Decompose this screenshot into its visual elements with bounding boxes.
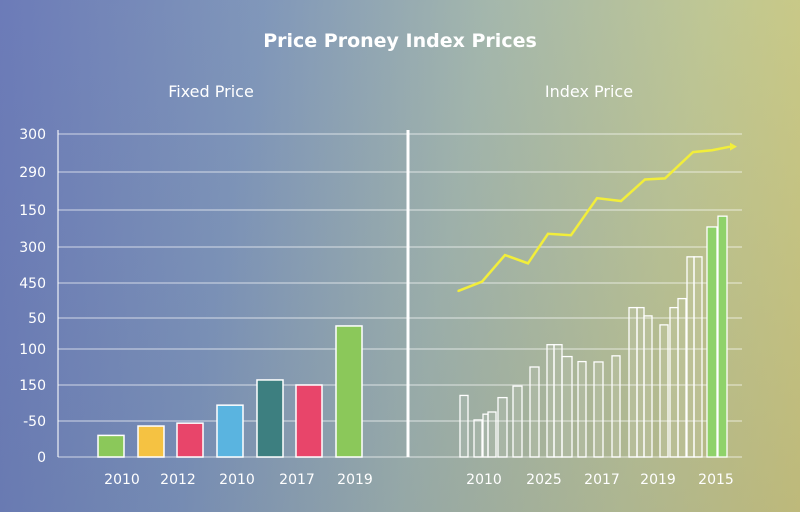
x-tick-label: 2015 <box>698 472 734 488</box>
line-point <box>457 290 459 292</box>
fixed-price-bar <box>335 325 363 458</box>
index-price-bar <box>459 394 469 458</box>
y-tick-label: -50 <box>23 414 46 430</box>
y-tick-label: 100 <box>19 342 46 358</box>
y-tick-label: 290 <box>19 165 46 181</box>
x-tick-label: 2012 <box>160 472 196 488</box>
x-tick-label: 2025 <box>526 472 562 488</box>
index-price-bar <box>561 355 573 458</box>
fixed-price-bar <box>97 434 125 458</box>
line-point <box>664 177 666 180</box>
y-tick-label: 300 <box>19 127 46 143</box>
y-tick-label: 450 <box>19 276 46 292</box>
y-tick-label: 300 <box>19 240 46 256</box>
right-subtitle: Index Price <box>545 82 633 101</box>
x-tick-label: 2017 <box>584 472 620 488</box>
line-point <box>596 197 598 199</box>
index-price-bar <box>669 306 679 458</box>
y-tick-label: 150 <box>19 378 46 394</box>
line-point <box>547 233 549 235</box>
index-price-bar <box>546 344 555 458</box>
index-price-bar <box>553 344 563 458</box>
index-price-bar <box>473 419 483 458</box>
x-tick-label: 2010 <box>104 472 140 488</box>
index-price-bar <box>593 361 604 458</box>
line-point <box>504 254 506 256</box>
line-point <box>570 234 572 237</box>
fixed-price-bar <box>176 422 204 458</box>
fixed-price-bar <box>295 384 323 458</box>
x-tick-label: 2019 <box>337 472 373 488</box>
x-tick-label: 2010 <box>466 472 502 488</box>
highlighted-index-bar <box>706 226 718 458</box>
fixed-price-bar <box>256 379 284 458</box>
index-price-bar <box>482 413 489 458</box>
x-tick-label: 2019 <box>640 472 676 488</box>
line-point <box>711 149 713 152</box>
highlighted-index-bar <box>717 215 728 458</box>
index-price-bar <box>497 396 508 458</box>
left-subtitle: Fixed Price <box>168 82 254 101</box>
line-point <box>692 151 694 153</box>
arrow-head-icon <box>730 142 737 151</box>
fixed-price-bar <box>216 404 244 458</box>
y-tick-label: 0 <box>37 450 46 466</box>
fixed-price-bar <box>137 425 165 458</box>
chart-title: Price Proney Index Prices <box>263 30 537 52</box>
x-tick-label: 2010 <box>219 472 255 488</box>
line-point <box>620 200 622 202</box>
index-price-bar <box>512 385 523 458</box>
index-price-bar <box>577 360 587 458</box>
index-price-bar <box>659 324 669 458</box>
y-tick-label: 150 <box>19 203 46 219</box>
index-price-bar <box>487 411 497 458</box>
index-price-bar <box>529 366 540 458</box>
line-point <box>527 262 529 265</box>
line-point <box>481 280 483 283</box>
index-price-bar <box>636 306 645 458</box>
x-tick-label: 2017 <box>279 472 315 488</box>
index-price-bar <box>677 297 687 458</box>
index-price-bar <box>643 315 653 458</box>
index-price-bar <box>686 256 695 458</box>
index-price-bar <box>611 355 621 458</box>
index-price-bar <box>693 256 703 458</box>
index-price-bar <box>628 306 638 458</box>
y-tick-label: 50 <box>28 311 46 327</box>
line-point <box>644 178 646 181</box>
